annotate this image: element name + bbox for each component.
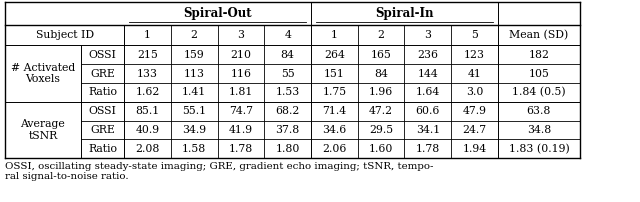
Text: 159: 159 [184, 50, 205, 60]
Text: 1.94: 1.94 [463, 144, 486, 154]
Text: 1.81: 1.81 [228, 87, 253, 97]
Text: 63.8: 63.8 [527, 106, 551, 116]
Text: 144: 144 [417, 69, 438, 79]
Text: 34.6: 34.6 [323, 125, 346, 135]
Text: # Activated
Voxels: # Activated Voxels [11, 63, 75, 84]
Text: 2.08: 2.08 [135, 144, 160, 154]
Text: 2.06: 2.06 [322, 144, 347, 154]
Text: 1.83 (0.19): 1.83 (0.19) [509, 144, 569, 154]
Text: 34.8: 34.8 [527, 125, 551, 135]
Text: 105: 105 [529, 69, 549, 79]
Text: 84: 84 [281, 50, 294, 60]
Text: 85.1: 85.1 [136, 106, 159, 116]
Text: 68.2: 68.2 [275, 106, 300, 116]
Text: 1.96: 1.96 [369, 87, 393, 97]
Text: 60.6: 60.6 [415, 106, 440, 116]
Text: 5: 5 [471, 30, 478, 40]
Text: Spiral-Out: Spiral-Out [183, 7, 252, 20]
Text: 1: 1 [331, 30, 338, 40]
Text: 210: 210 [230, 50, 252, 60]
Text: Spiral-In: Spiral-In [375, 7, 434, 20]
Text: 2: 2 [378, 30, 385, 40]
Text: 41.9: 41.9 [229, 125, 253, 135]
Text: 165: 165 [371, 50, 392, 60]
Text: 1.84 (0.5): 1.84 (0.5) [512, 87, 566, 98]
Text: 264: 264 [324, 50, 345, 60]
Text: OSSI: OSSI [88, 50, 116, 60]
Text: 116: 116 [230, 69, 252, 79]
Text: 37.8: 37.8 [276, 125, 300, 135]
Text: 55: 55 [281, 69, 294, 79]
Text: 151: 151 [324, 69, 345, 79]
Text: 71.4: 71.4 [323, 106, 346, 116]
Text: 1.78: 1.78 [229, 144, 253, 154]
Text: Ratio: Ratio [88, 144, 117, 154]
Text: OSSI: OSSI [88, 106, 116, 116]
Text: 34.9: 34.9 [182, 125, 206, 135]
Text: 4: 4 [284, 30, 291, 40]
Text: 215: 215 [137, 50, 158, 60]
Text: 1: 1 [144, 30, 151, 40]
Text: 29.5: 29.5 [369, 125, 393, 135]
Text: 3: 3 [424, 30, 431, 40]
Text: GRE: GRE [90, 125, 115, 135]
Text: 123: 123 [464, 50, 485, 60]
Text: 113: 113 [184, 69, 205, 79]
Text: OSSI, oscillating steady-state imaging; GRE, gradient echo imaging; tSNR, tempo-: OSSI, oscillating steady-state imaging; … [5, 162, 434, 181]
Text: 1.80: 1.80 [275, 144, 300, 154]
Text: 47.2: 47.2 [369, 106, 393, 116]
Text: 236: 236 [417, 50, 438, 60]
Text: 34.1: 34.1 [416, 125, 440, 135]
Text: 1.62: 1.62 [135, 87, 160, 97]
Text: 1.41: 1.41 [182, 87, 206, 97]
Text: Average
tSNR: Average tSNR [20, 119, 65, 141]
Text: 1.60: 1.60 [369, 144, 394, 154]
Text: Ratio: Ratio [88, 87, 117, 97]
Text: 1.64: 1.64 [416, 87, 440, 97]
Text: 41: 41 [468, 69, 481, 79]
Text: 1.58: 1.58 [182, 144, 206, 154]
Text: 1.78: 1.78 [416, 144, 440, 154]
Text: 3: 3 [237, 30, 244, 40]
Text: Subject ID: Subject ID [36, 30, 93, 40]
Text: 40.9: 40.9 [136, 125, 159, 135]
Text: 1.53: 1.53 [276, 87, 300, 97]
Text: 182: 182 [529, 50, 549, 60]
Text: 133: 133 [137, 69, 158, 79]
Text: 3.0: 3.0 [466, 87, 483, 97]
Text: 1.75: 1.75 [323, 87, 346, 97]
Text: Mean (SD): Mean (SD) [509, 30, 568, 41]
Text: 2: 2 [191, 30, 198, 40]
Text: 24.7: 24.7 [463, 125, 486, 135]
Text: 74.7: 74.7 [229, 106, 253, 116]
Text: 47.9: 47.9 [463, 106, 486, 116]
Text: 84: 84 [374, 69, 388, 79]
Text: 55.1: 55.1 [182, 106, 206, 116]
Text: GRE: GRE [90, 69, 115, 79]
